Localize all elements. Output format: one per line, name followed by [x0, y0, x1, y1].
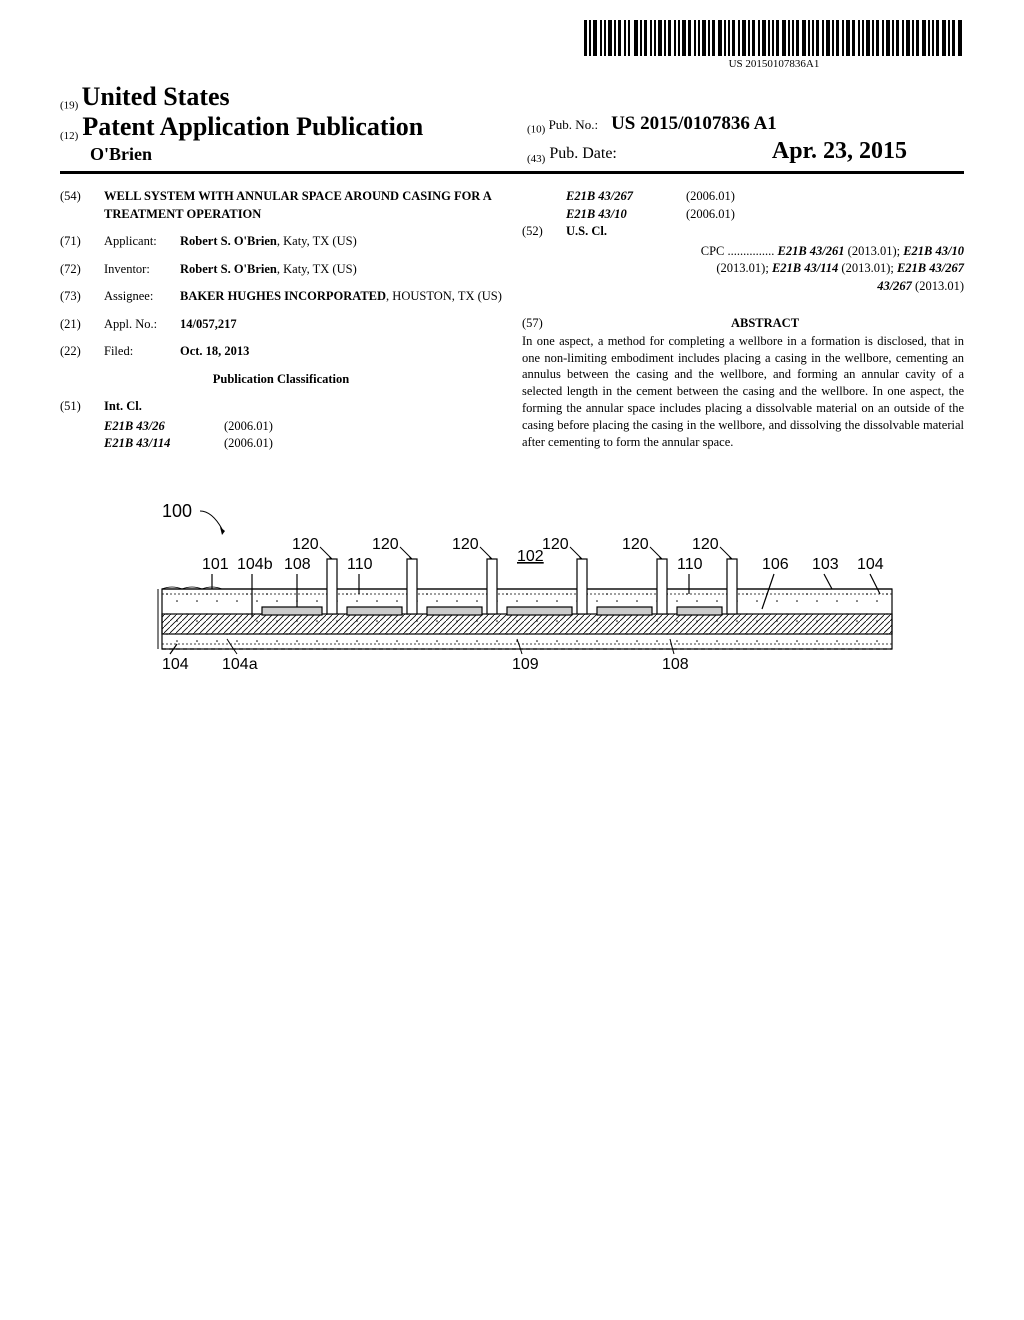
abstract-text: In one aspect, a method for completing a…	[522, 333, 964, 451]
header-right: (10) Pub. No.: US 2015/0107836 A1 (43) P…	[497, 113, 964, 165]
svg-text:108: 108	[284, 556, 311, 573]
intcl-item-year: (2006.01)	[686, 206, 964, 224]
barcode-section: US 20150107836A1	[60, 20, 964, 72]
two-column-body: (54) WELL SYSTEM WITH ANNULAR SPACE AROU…	[60, 188, 964, 453]
barcode: US 20150107836A1	[584, 20, 964, 70]
uscl-code: (52)	[522, 223, 566, 241]
intcl-item-year: (2006.01)	[224, 418, 502, 436]
intcl-item-code: E21B 43/114	[104, 435, 224, 453]
intcl-item-year: (2006.01)	[686, 188, 964, 206]
intcl-item-code: E21B 43/267	[566, 188, 686, 206]
filed-date: Oct. 18, 2013	[180, 343, 502, 361]
svg-text:109: 109	[512, 656, 539, 673]
svg-text:110: 110	[677, 556, 703, 573]
abstract-code: (57)	[522, 315, 566, 333]
svg-text:103: 103	[812, 556, 839, 573]
svg-text:104b: 104b	[237, 556, 273, 573]
pub-no: US 2015/0107836 A1	[611, 113, 777, 134]
svg-text:110: 110	[347, 556, 373, 573]
svg-text:108: 108	[662, 656, 689, 673]
intcl-code: (51)	[60, 398, 104, 416]
svg-text:102: 102	[517, 548, 544, 565]
right-column: E21B 43/267 (2006.01) E21B 43/10 (2006.0…	[522, 188, 964, 453]
filed-label: Filed:	[104, 343, 180, 361]
abstract-title: ABSTRACT	[566, 315, 964, 333]
intcl-item-code: E21B 43/10	[566, 206, 686, 224]
invention-title: WELL SYSTEM WITH ANNULAR SPACE AROUND CA…	[104, 188, 502, 223]
svg-text:120: 120	[292, 536, 319, 553]
svg-text:100: 100	[162, 501, 192, 521]
pub-date: Apr. 23, 2015	[772, 138, 907, 165]
pub-type: Patent Application Publication	[82, 112, 423, 141]
pub-code: (12)	[60, 130, 78, 142]
divider	[60, 171, 964, 174]
svg-text:104: 104	[162, 656, 189, 673]
inventor-name: Robert S. O'Brien	[180, 262, 277, 276]
author-name: O'Brien	[60, 144, 497, 165]
assignee-loc: , HOUSTON, TX (US)	[386, 289, 502, 303]
svg-text:120: 120	[372, 536, 399, 553]
uscl-label: U.S. Cl.	[566, 223, 964, 241]
assignee-label: Assignee:	[104, 288, 180, 306]
svg-text:104a: 104a	[222, 656, 258, 673]
pub-date-label: Pub. Date:	[549, 145, 617, 162]
intcl-label: Int. Cl.	[104, 398, 502, 416]
pub-date-code: (43)	[527, 153, 545, 165]
pub-class-title: Publication Classification	[60, 371, 502, 389]
header-left: (19) United States (12) Patent Applicati…	[60, 82, 497, 165]
assignee-name: BAKER HUGHES INCORPORATED	[180, 289, 386, 303]
pub-no-label: Pub. No.:	[549, 117, 598, 132]
appl-no: 14/057,217	[180, 316, 502, 334]
svg-text:120: 120	[622, 536, 649, 553]
filed-code: (22)	[60, 343, 104, 361]
header-row: (19) United States (12) Patent Applicati…	[60, 82, 964, 165]
patent-figure: 100 120 120 120 120 120 120 101 104b	[60, 489, 964, 689]
left-column: (54) WELL SYSTEM WITH ANNULAR SPACE AROU…	[60, 188, 502, 453]
barcode-number: US 20150107836A1	[584, 58, 964, 70]
applicant-name: Robert S. O'Brien	[180, 234, 277, 248]
country-name: United States	[82, 82, 230, 111]
svg-text:106: 106	[762, 556, 789, 573]
applicant-label: Applicant:	[104, 233, 180, 251]
cpc-classification: CPC ............... E21B 43/261 (2013.01…	[522, 243, 964, 296]
applicant-code: (71)	[60, 233, 104, 251]
svg-text:120: 120	[542, 536, 569, 553]
intcl-item-code: E21B 43/26	[104, 418, 224, 436]
pub-no-code: (10)	[527, 124, 545, 136]
assignee-code: (73)	[60, 288, 104, 306]
inventor-code: (72)	[60, 261, 104, 279]
svg-text:120: 120	[452, 536, 479, 553]
inventor-loc: , Katy, TX (US)	[277, 262, 357, 276]
applicant-loc: , Katy, TX (US)	[277, 234, 357, 248]
inventor-label: Inventor:	[104, 261, 180, 279]
svg-text:104: 104	[857, 556, 884, 573]
title-code: (54)	[60, 188, 104, 223]
svg-text:120: 120	[692, 536, 719, 553]
appl-code: (21)	[60, 316, 104, 334]
country-code: (19)	[60, 100, 78, 112]
svg-text:101: 101	[202, 556, 229, 573]
appl-label: Appl. No.:	[104, 316, 180, 334]
intcl-item-year: (2006.01)	[224, 435, 502, 453]
